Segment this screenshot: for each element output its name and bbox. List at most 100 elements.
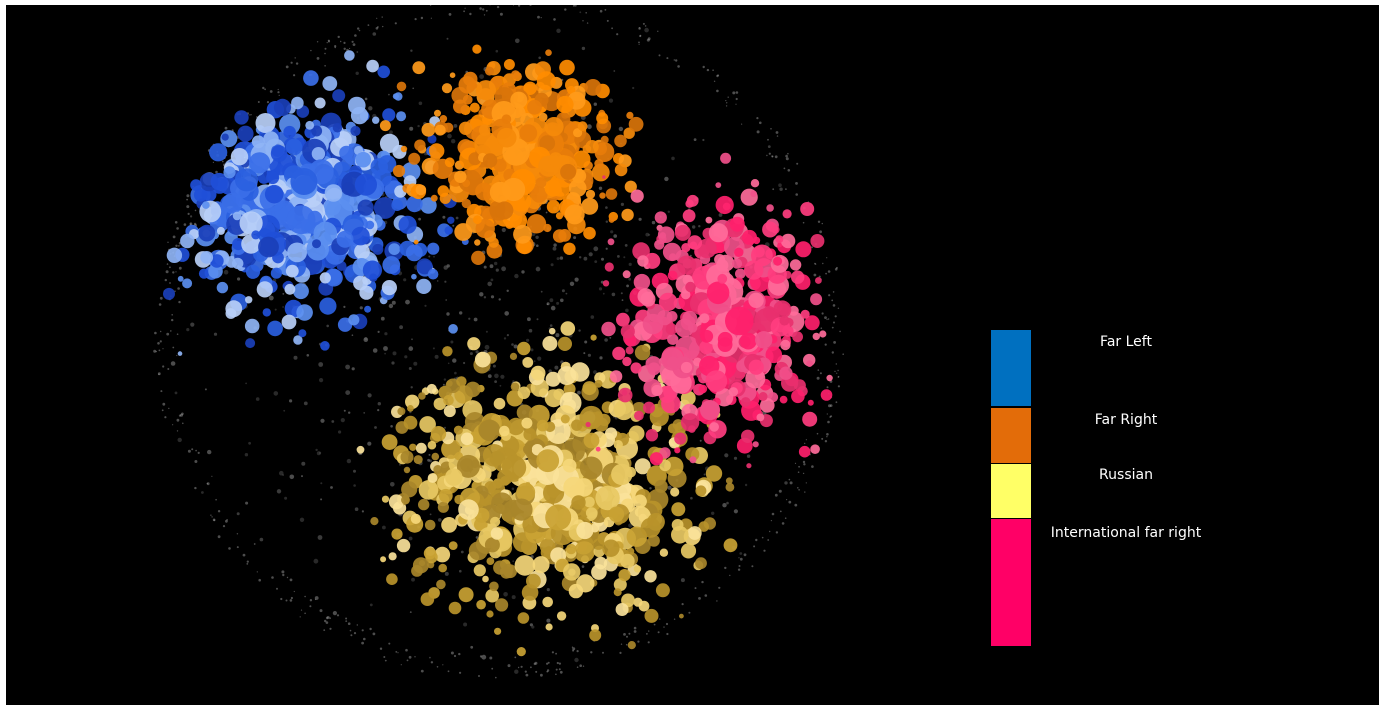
node-dot — [694, 587, 697, 590]
node-dot — [384, 352, 386, 355]
node-dot — [414, 18, 417, 21]
node-dot — [802, 460, 806, 464]
node-dot — [317, 535, 323, 540]
node-dot — [546, 588, 550, 592]
node-dot — [401, 162, 421, 182]
node-dot — [762, 221, 779, 238]
node-dot — [490, 516, 501, 527]
node-dot — [479, 292, 484, 297]
node-dot — [345, 620, 348, 622]
node-dot — [358, 29, 361, 32]
node-dot — [395, 651, 398, 653]
node-dot — [637, 640, 640, 643]
node-dot — [553, 18, 556, 21]
node-dot — [608, 217, 615, 223]
node-dot — [724, 453, 729, 458]
node-dot — [237, 125, 254, 142]
node-dot — [555, 668, 558, 671]
node-dot — [234, 110, 249, 125]
node-dot — [292, 283, 309, 300]
node-dot — [700, 329, 714, 343]
node-dot — [558, 662, 562, 665]
node-dot — [479, 7, 482, 10]
node-dot — [346, 458, 352, 464]
node-dot — [176, 418, 180, 422]
node-dot — [542, 596, 553, 608]
node-dot — [373, 197, 396, 219]
node-dot — [826, 433, 829, 436]
node-dot — [223, 269, 229, 275]
node-dot — [430, 661, 434, 664]
node-dot — [343, 47, 346, 50]
node-dot — [611, 292, 616, 297]
node-dot — [667, 333, 679, 345]
node-dot — [561, 289, 565, 293]
node-dot — [301, 461, 306, 466]
node-dot — [800, 202, 815, 216]
node-dot — [314, 596, 319, 600]
node-dot — [663, 626, 665, 628]
node-dot — [347, 622, 351, 625]
node-dot — [657, 309, 673, 326]
node-dot — [515, 38, 520, 44]
node-dot — [190, 322, 195, 327]
node-dot — [789, 481, 793, 485]
node-dot — [345, 617, 348, 620]
node-dot — [826, 257, 828, 259]
node-dot — [323, 629, 326, 631]
node-dot — [503, 337, 507, 340]
node-dot — [458, 652, 461, 656]
node-dot — [336, 614, 340, 617]
node-dot — [429, 5, 432, 6]
node-dot — [630, 189, 644, 203]
node-dot — [681, 603, 684, 606]
node-dot — [513, 344, 518, 349]
node-dot — [829, 404, 833, 407]
node-dot — [530, 666, 532, 669]
node-dot — [598, 186, 603, 190]
node-dot — [599, 356, 603, 360]
node-dot — [620, 292, 623, 295]
node-dot — [591, 564, 607, 580]
node-dot — [807, 399, 814, 406]
node-dot — [671, 502, 686, 517]
node-dot — [489, 656, 493, 660]
node-dot — [427, 473, 438, 483]
node-dot — [349, 47, 351, 50]
node-dot — [829, 416, 832, 418]
node-dot — [197, 451, 200, 454]
node-dot — [381, 495, 390, 503]
node-dot — [565, 292, 568, 295]
node-dot — [620, 324, 635, 339]
node-dot — [232, 211, 242, 221]
node-dot — [540, 290, 543, 293]
node-dot — [492, 364, 496, 368]
node-dot — [795, 193, 798, 196]
node-dot — [512, 5, 515, 6]
node-dot — [586, 22, 589, 24]
node-dot — [353, 275, 368, 291]
node-dot — [452, 358, 457, 363]
node-dot — [511, 70, 520, 80]
node-dot — [350, 634, 353, 637]
node-dot — [582, 381, 597, 396]
node-dot — [514, 656, 517, 659]
node-dot — [533, 360, 536, 363]
node-dot — [324, 47, 327, 50]
node-dot — [657, 226, 675, 243]
node-dot — [659, 459, 671, 472]
node-dot — [501, 266, 506, 272]
node-dot — [679, 613, 684, 619]
node-dot — [447, 216, 455, 224]
node-dot — [479, 74, 484, 79]
node-dot — [325, 621, 329, 624]
node-dot — [364, 305, 372, 313]
node-dot — [172, 346, 175, 349]
node-dot — [802, 472, 805, 475]
node-dot — [338, 430, 342, 434]
node-dot — [162, 348, 164, 350]
node-dot — [448, 13, 452, 16]
node-dot — [587, 353, 592, 357]
node-dot — [398, 215, 417, 234]
node-dot — [560, 163, 577, 180]
